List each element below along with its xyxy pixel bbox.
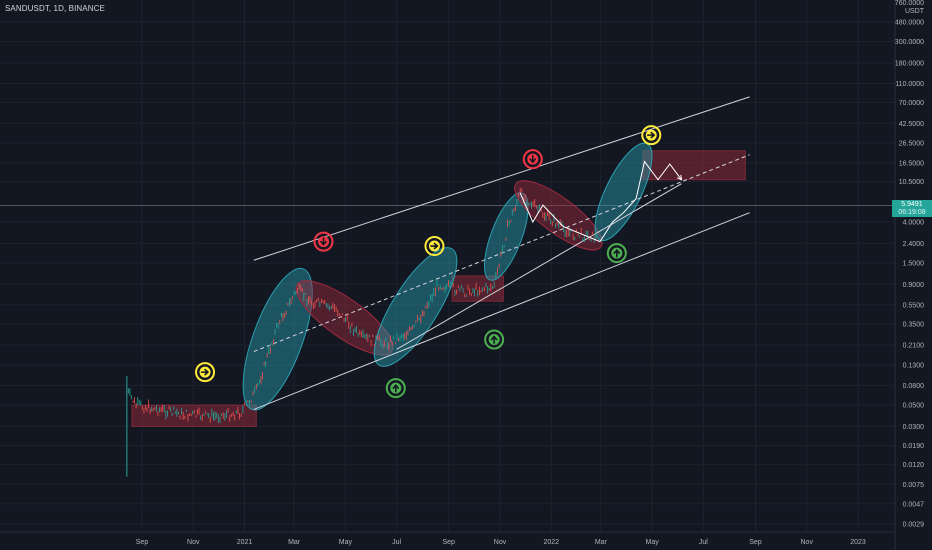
time-axis-label: Mar: [288, 539, 301, 546]
price-axis-label: 10.5000: [899, 179, 924, 186]
pattern-ellipse-teal[interactable]: [229, 260, 327, 417]
consolidation-zone[interactable]: [642, 150, 746, 181]
arrow-up-icon[interactable]: [484, 329, 505, 350]
arrow-down-icon-glyph: [320, 237, 327, 246]
time-axis-label: Sep: [443, 539, 456, 546]
price-axis-label: 0.9000: [903, 282, 925, 289]
projection-polyline[interactable]: [519, 160, 682, 243]
arrow-right-icon-ring: [641, 125, 662, 146]
price-axis-label: 0.0800: [903, 383, 925, 390]
time-axis-label: May: [339, 539, 353, 546]
last-price-value: 5.9491: [901, 201, 923, 208]
projection-path[interactable]: [519, 160, 683, 243]
price-axis-label: 16.5000: [899, 160, 924, 167]
price-axis-label: 1.5000: [903, 260, 925, 267]
price-axis-label: 0.0300: [903, 424, 925, 431]
chart-grid: [0, 0, 895, 532]
price-series: [126, 187, 597, 477]
time-axis-label: 2022: [543, 539, 559, 546]
arrow-down-icon-ring: [313, 231, 334, 252]
arrow-right-icon-ring: [424, 236, 445, 257]
arrow-down-icon[interactable]: [313, 231, 334, 252]
price-axis-label: 0.3500: [903, 321, 925, 328]
price-axis-unit: USDT: [904, 8, 924, 15]
consolidation-zones[interactable]: [131, 150, 746, 427]
price-axis-label: 0.0075: [903, 482, 925, 489]
price-axis-label: 42.5000: [899, 121, 924, 128]
price-axis-label: 26.5000: [899, 141, 924, 148]
price-axis-label: 0.0047: [903, 501, 925, 508]
price-axis-label: 4.0000: [903, 219, 925, 226]
price-axis-label: 180.0000: [895, 60, 924, 67]
pattern-ellipse-teal[interactable]: [360, 237, 471, 377]
arrow-right-icon[interactable]: [641, 125, 662, 146]
arrow-up-icon-glyph: [490, 335, 498, 344]
bar-countdown: 06:19:08: [898, 209, 926, 216]
arrow-up-icon-glyph: [613, 249, 621, 258]
arrow-right-icon-glyph: [200, 368, 209, 376]
pattern-ellipse-red[interactable]: [506, 170, 612, 261]
time-axis-label: Nov: [801, 539, 814, 546]
time-axis-label: Nov: [494, 539, 507, 546]
channel-line-support[interactable]: [396, 183, 682, 350]
price-axis-label: 0.2100: [903, 343, 925, 350]
arrow-right-icon-glyph: [430, 242, 439, 250]
price-axis-label: 0.0029: [903, 522, 925, 529]
price-axis-top-label: 760.0000: [894, 0, 924, 7]
arrow-up-icon-ring: [385, 378, 406, 399]
time-axis[interactable]: Sep Nov 2021 Mar May Jul Sep Nov 2022 Mar May Jul Se…: [0, 531, 895, 546]
arrow-right-icon-ring: [195, 362, 216, 383]
signal-markers[interactable]: [195, 125, 662, 399]
price-axis-label: 480.0000: [895, 20, 924, 27]
price-axis-label: 0.5500: [903, 302, 925, 309]
price-axis-label: 0.0120: [903, 462, 925, 469]
price-axis-label: 0.0190: [903, 443, 925, 450]
arrow-up-icon-glyph: [392, 384, 400, 393]
pattern-ellipse-red[interactable]: [286, 269, 402, 367]
pattern-ellipse-teal[interactable]: [584, 136, 663, 248]
projection-arrowhead: [676, 174, 683, 181]
symbol-title[interactable]: SANDUSDT, 1D, BINANCE: [5, 4, 105, 13]
channel-line-lower[interactable]: [253, 212, 750, 410]
price-axis-top: 760.0000 USDT: [895, 0, 924, 16]
time-axis-label: May: [645, 539, 659, 546]
arrow-down-icon[interactable]: [522, 149, 543, 170]
price-axis-label: 70.0000: [899, 100, 924, 107]
pattern-ellipses[interactable]: [229, 136, 663, 418]
time-axis-label: 2021: [237, 539, 253, 546]
arrow-right-icon[interactable]: [195, 362, 216, 383]
time-axis-label: Jul: [392, 539, 401, 546]
arrow-up-icon[interactable]: [606, 243, 627, 264]
arrow-down-icon-glyph: [529, 154, 537, 163]
time-axis-label: Jul: [699, 539, 708, 546]
time-axis-label: Nov: [187, 539, 200, 546]
arrow-down-icon-ring: [522, 149, 543, 170]
trend-lines[interactable]: [253, 96, 750, 410]
price-axis-label: 2.4000: [903, 241, 925, 248]
last-price-tag: 5.9491 06:19:08: [892, 200, 932, 217]
arrow-right-icon[interactable]: [424, 236, 445, 257]
price-axis-label: 300.0000: [895, 39, 924, 46]
channel-line-upper[interactable]: [253, 96, 750, 261]
time-axis-label: Mar: [595, 539, 608, 546]
arrow-up-icon[interactable]: [385, 378, 406, 399]
time-axis-label: Sep: [136, 539, 149, 546]
arrow-right-icon-glyph: [646, 131, 656, 139]
price-axis[interactable]: 480.0000 300.0000 180.0000 110.0000 70.0000 4…: [894, 0, 925, 550]
price-axis-label: 0.1300: [903, 363, 925, 370]
pattern-ellipse-teal[interactable]: [476, 188, 537, 286]
price-axis-label: 0.0500: [903, 403, 925, 410]
arrow-up-icon-ring: [484, 329, 505, 350]
price-axis-label: 110.0000: [895, 81, 924, 88]
channel-line-mid-dashed[interactable]: [253, 154, 750, 353]
time-axis-label: 2023: [850, 539, 866, 546]
time-axis-label: Sep: [749, 539, 762, 546]
arrow-up-icon-ring: [606, 243, 627, 264]
